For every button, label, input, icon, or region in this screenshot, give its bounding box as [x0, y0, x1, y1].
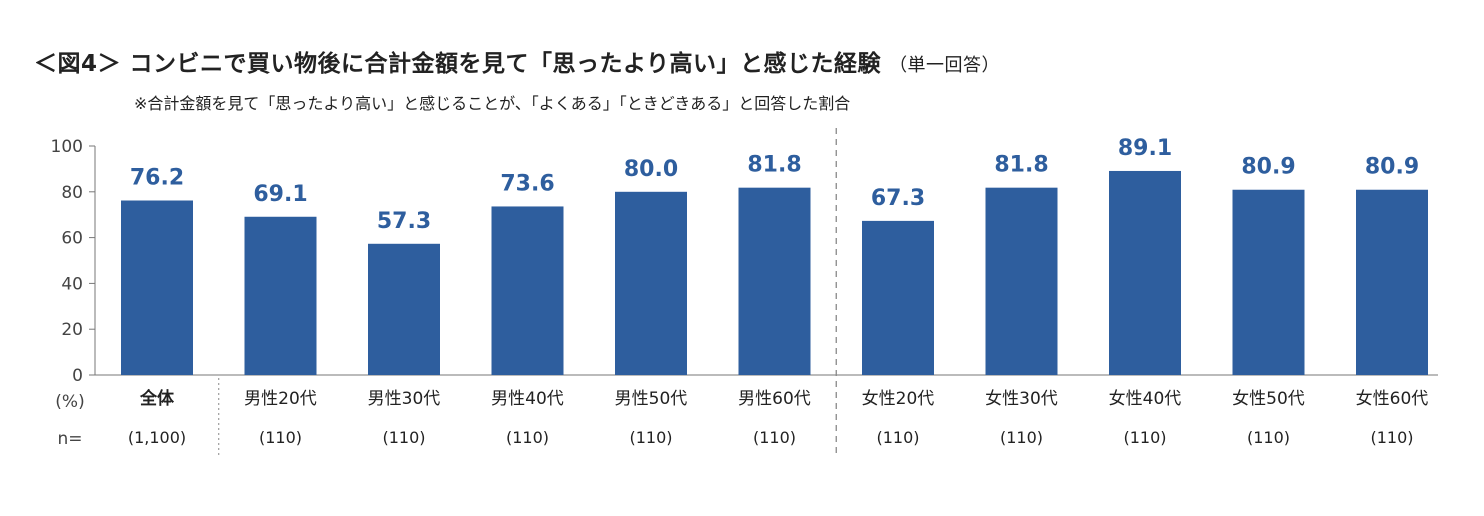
- chart-title-text: ＜図4＞ コンビニで買い物後に合計金額を見て「思ったより高い」と感じた経験: [34, 51, 882, 77]
- y-tick-label: 100: [51, 137, 83, 157]
- sample-size-label: (110): [1247, 428, 1290, 447]
- sample-size-label: (110): [506, 428, 549, 447]
- bar: [368, 243, 440, 375]
- y-tick-label: 80: [61, 183, 83, 203]
- bar: [1109, 170, 1181, 375]
- x-tick-label: 女性30代: [985, 389, 1058, 409]
- x-tick-label: 女性20代: [862, 389, 935, 409]
- chart-note: ※合計金額を見て「思ったより高い」と感じることが、「よくある」「ときどきある」と…: [134, 94, 851, 113]
- sample-size-label: (1,100): [128, 428, 186, 447]
- x-tick-label: 男性50代: [615, 389, 688, 409]
- sample-size-label: (110): [1123, 428, 1166, 447]
- bar: [862, 220, 934, 375]
- y-tick-label: 40: [61, 274, 83, 294]
- x-tick-label: 女性50代: [1232, 389, 1305, 409]
- y-tick-label: 0: [72, 366, 83, 386]
- data-label: 69.1: [253, 182, 307, 207]
- bar: [615, 191, 687, 375]
- x-tick-label: 女性40代: [1109, 389, 1182, 409]
- sample-size-label: (110): [1370, 428, 1413, 447]
- x-tick-label: 男性20代: [244, 389, 317, 409]
- bar: [1356, 189, 1428, 375]
- data-label: 73.6: [500, 171, 554, 196]
- sample-size-label: (110): [753, 428, 796, 447]
- data-label: 80.0: [624, 157, 678, 182]
- data-label: 89.1: [1118, 136, 1172, 161]
- bar: [244, 216, 317, 375]
- bar: [738, 187, 811, 375]
- sample-size-label: (110): [629, 428, 672, 447]
- sample-size-label: (110): [876, 428, 919, 447]
- data-label: 81.8: [994, 153, 1048, 178]
- bar: [1232, 189, 1305, 375]
- bar: [985, 187, 1058, 375]
- data-label: 81.8: [747, 153, 801, 178]
- y-tick-label: 60: [61, 229, 83, 249]
- x-tick-label: 男性60代: [738, 389, 811, 409]
- data-label: 80.9: [1365, 155, 1419, 180]
- sample-size-label: (110): [1000, 428, 1043, 447]
- y-axis-unit: (%): [55, 392, 84, 412]
- sample-size-label: (110): [382, 428, 425, 447]
- x-tick-label: 男性40代: [491, 389, 564, 409]
- x-tick-label: 女性60代: [1356, 389, 1429, 409]
- bar: [121, 200, 193, 375]
- data-label: 67.3: [871, 186, 925, 211]
- data-label: 76.2: [130, 166, 184, 191]
- chart-title: ＜図4＞ コンビニで買い物後に合計金額を見て「思ったより高い」と感じた経験 （単一…: [34, 44, 1000, 78]
- data-label: 57.3: [377, 209, 431, 234]
- data-label: 80.9: [1241, 155, 1295, 180]
- chart-subtitle: （単一回答）: [889, 55, 1001, 76]
- sample-size-label: (110): [259, 428, 302, 447]
- y-tick-label: 20: [61, 320, 83, 340]
- x-tick-label: 男性30代: [368, 389, 441, 409]
- x-tick-label: 全体: [139, 388, 175, 409]
- n-label: n=: [57, 429, 82, 449]
- bar: [491, 206, 564, 375]
